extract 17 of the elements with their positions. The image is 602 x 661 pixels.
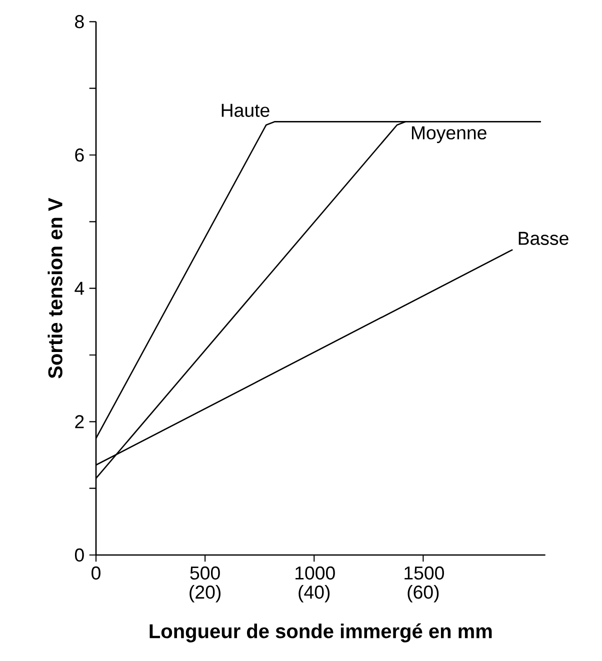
y-tick-label: 0 <box>74 548 84 562</box>
x-tick-label: 500 <box>190 566 220 580</box>
x-tick-label: 1000 <box>296 566 335 580</box>
y-tick-label: 2 <box>75 415 84 428</box>
series-label: Moyenne <box>412 126 486 144</box>
y-axis-title: Sortie tension en V <box>48 198 62 378</box>
x-axis-title: Longueur de sonde immergé en mm <box>150 623 492 642</box>
series-label: Haute <box>222 104 270 117</box>
series-label: Basse <box>518 232 568 245</box>
y-tick-label: 4 <box>74 282 84 295</box>
x-tick-label: 1500 <box>404 566 444 580</box>
y-tick-label: 8 <box>75 15 84 28</box>
y-tick-label: 6 <box>75 148 84 162</box>
x2-tick-label: (40) <box>298 585 330 602</box>
x-tick-label: 0 <box>92 566 100 580</box>
x2-tick-label: (60) <box>408 585 439 602</box>
x2-tick-label: (20) <box>190 585 220 602</box>
